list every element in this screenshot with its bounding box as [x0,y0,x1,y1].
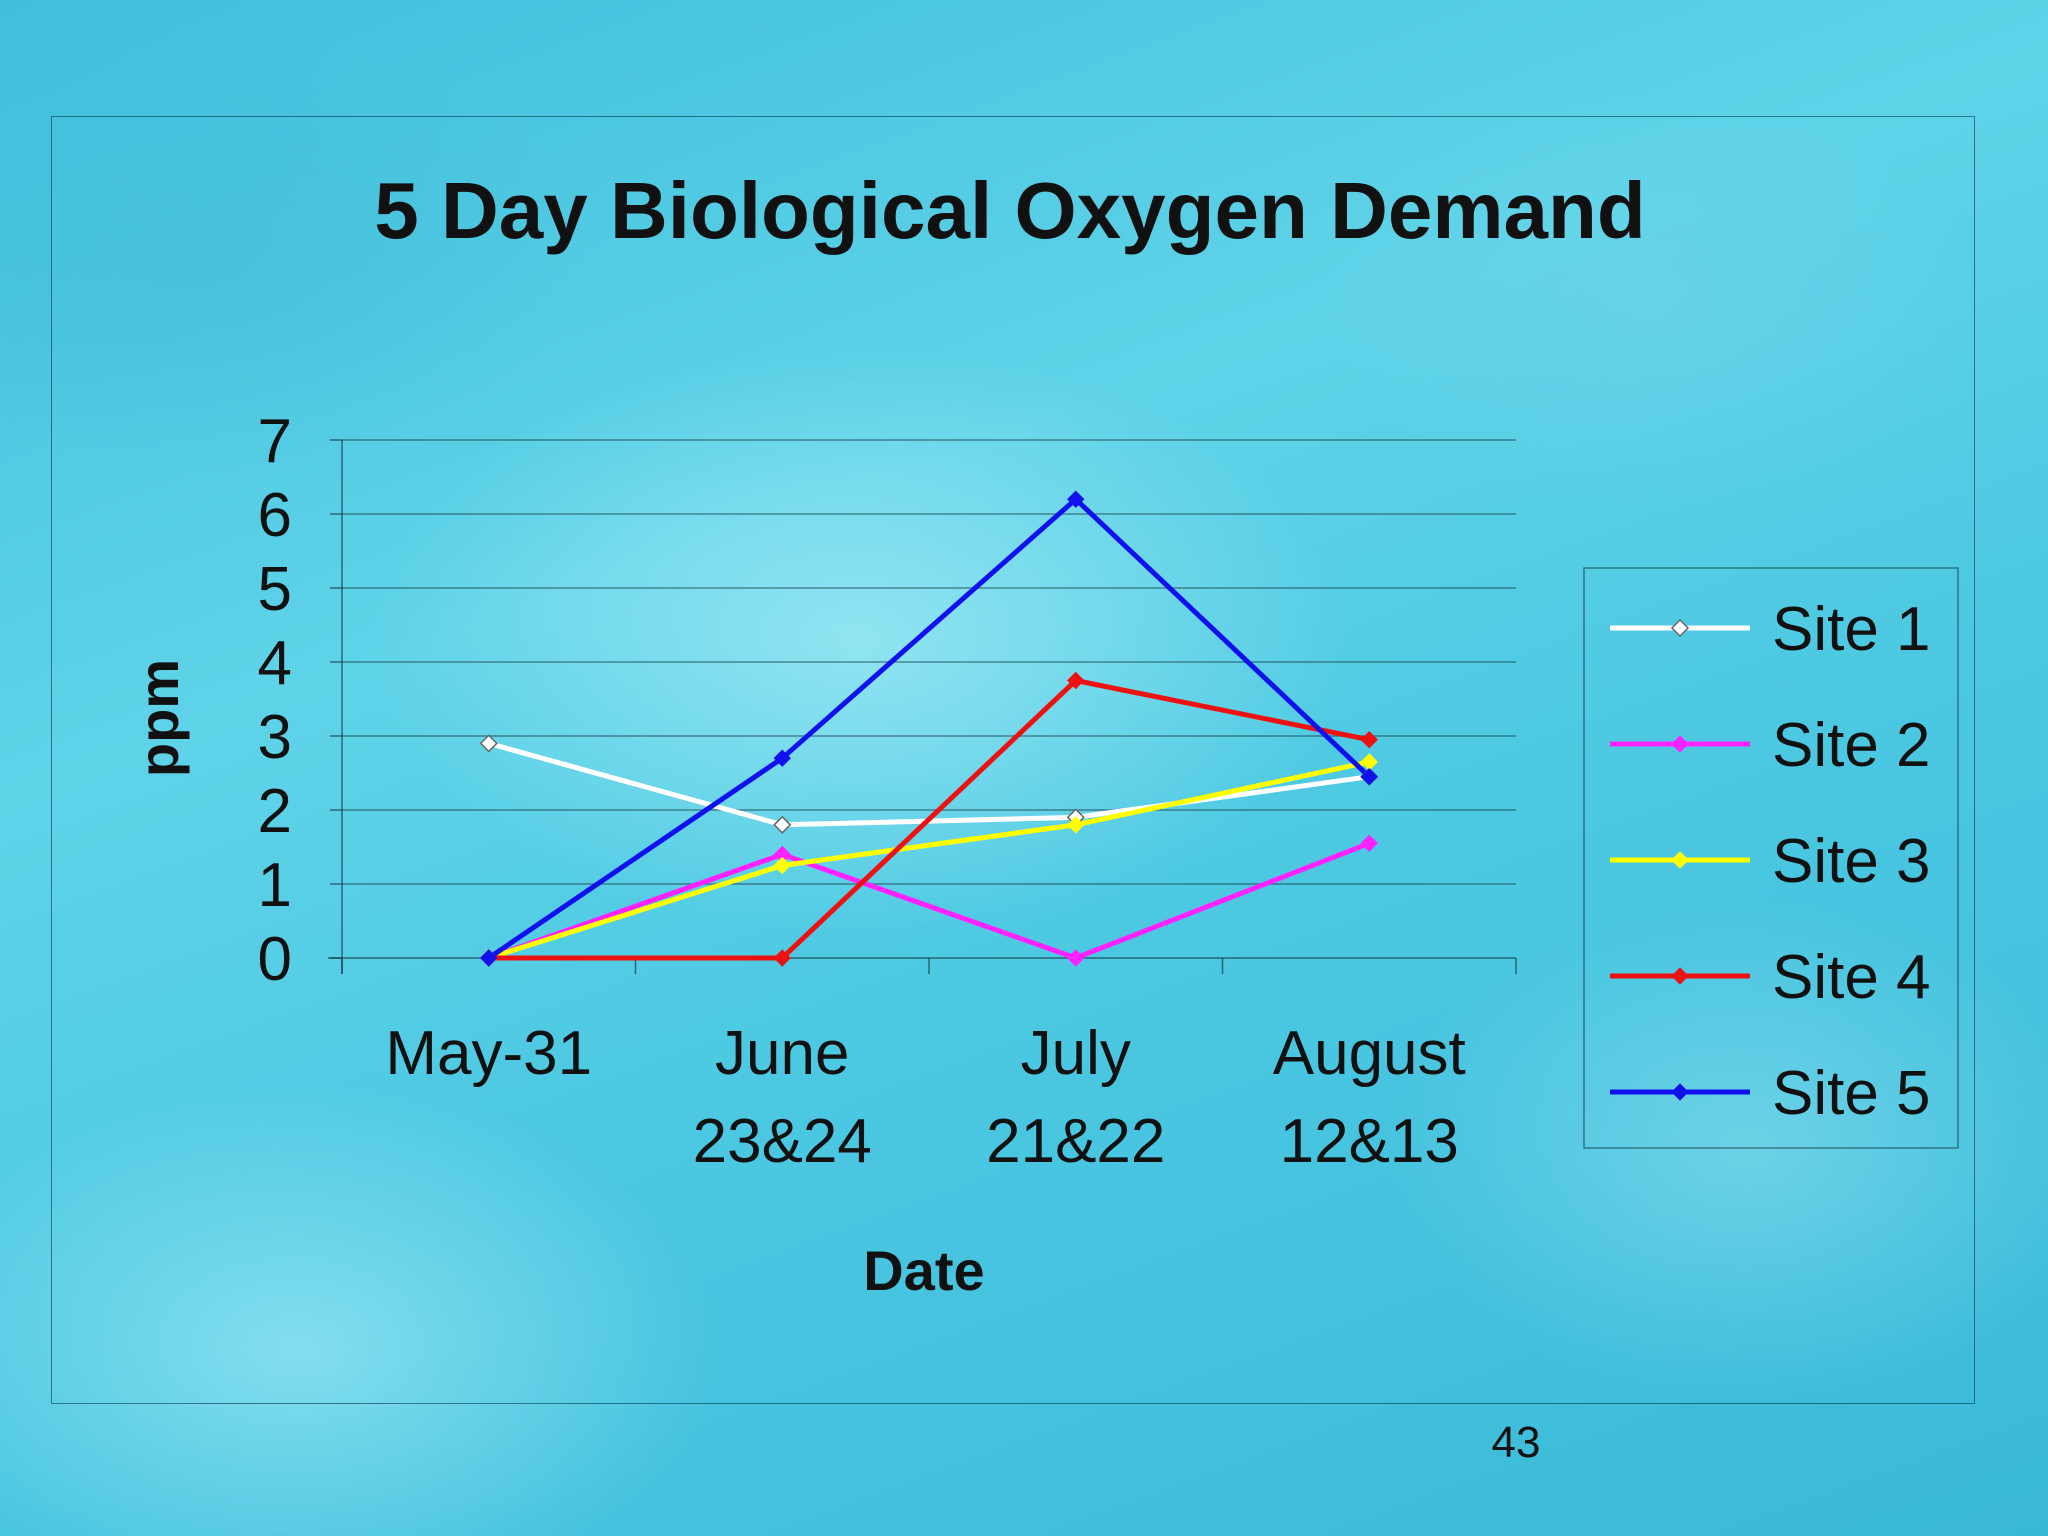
legend-label: Site 4 [1772,943,1931,1012]
x-tick-label: May-31 [385,1019,592,1088]
legend-label: Site 3 [1772,827,1931,896]
x-axis-label: Date [863,1239,984,1302]
series-line [488,740,1370,828]
y-tick-label: 3 [258,703,292,772]
legend-label: Site 2 [1772,711,1931,780]
data-point [773,949,791,967]
data-point [1360,730,1378,749]
chart-title: 5 Day Biological Oxygen Demand [374,166,1645,255]
series-line [488,677,1370,961]
series-lines [479,490,1379,967]
axes [328,439,1517,974]
gridlines [342,439,1516,885]
data-point [1067,671,1085,690]
data-point [773,856,791,875]
series-line [487,759,1370,961]
x-tick-label: July 21&22 [986,1019,1165,1176]
data-point [480,949,498,967]
legend: Site 1 Site 2 Site 3 Site 4 Site 5 [1583,567,1959,1149]
data-point [1671,735,1689,753]
x-tick-label-line: 12&13 [1280,1107,1459,1176]
slide-frame [51,116,1975,1404]
data-point [1671,1083,1689,1101]
x-tick-label-line: 23&24 [693,1107,872,1176]
data-point [773,815,792,834]
y-tick-label: 0 [258,925,292,994]
data-point [479,734,498,753]
page-number: 43 [1491,1418,1541,1467]
x-tick-label-line: August [1273,1019,1466,1088]
data-point [1671,967,1689,985]
y-tick-label: 1 [258,851,292,920]
x-tick-label: June 23&24 [693,1019,872,1176]
data-point [1671,851,1689,869]
x-tick-label-line: May-31 [385,1019,592,1088]
y-tick-label: 2 [258,777,292,846]
y-tick-label: 4 [258,629,292,698]
data-point [1360,767,1378,786]
x-tick-label-line: 21&22 [986,1107,1165,1176]
x-tick-label-line: June [715,1019,849,1088]
x-tick-label: August 12&13 [1273,1019,1466,1176]
legend-label: Site 5 [1772,1059,1931,1128]
data-point [1670,618,1690,638]
y-tick-label: 5 [258,555,292,624]
y-tick-label: 6 [258,481,292,550]
data-point [773,749,791,767]
series-line [487,840,1371,961]
y-axis-label: ppm [127,659,190,777]
legend-box [1583,567,1959,1149]
data-point [1360,834,1378,853]
y-tick-label: 7 [258,407,292,476]
legend-label: Site 1 [1772,595,1931,664]
data-point [1067,949,1085,967]
data-point [1067,490,1085,508]
data-point [1360,753,1378,771]
x-tick-label-line: July [1021,1019,1131,1088]
data-point [1067,816,1085,834]
series-line [487,495,1371,961]
